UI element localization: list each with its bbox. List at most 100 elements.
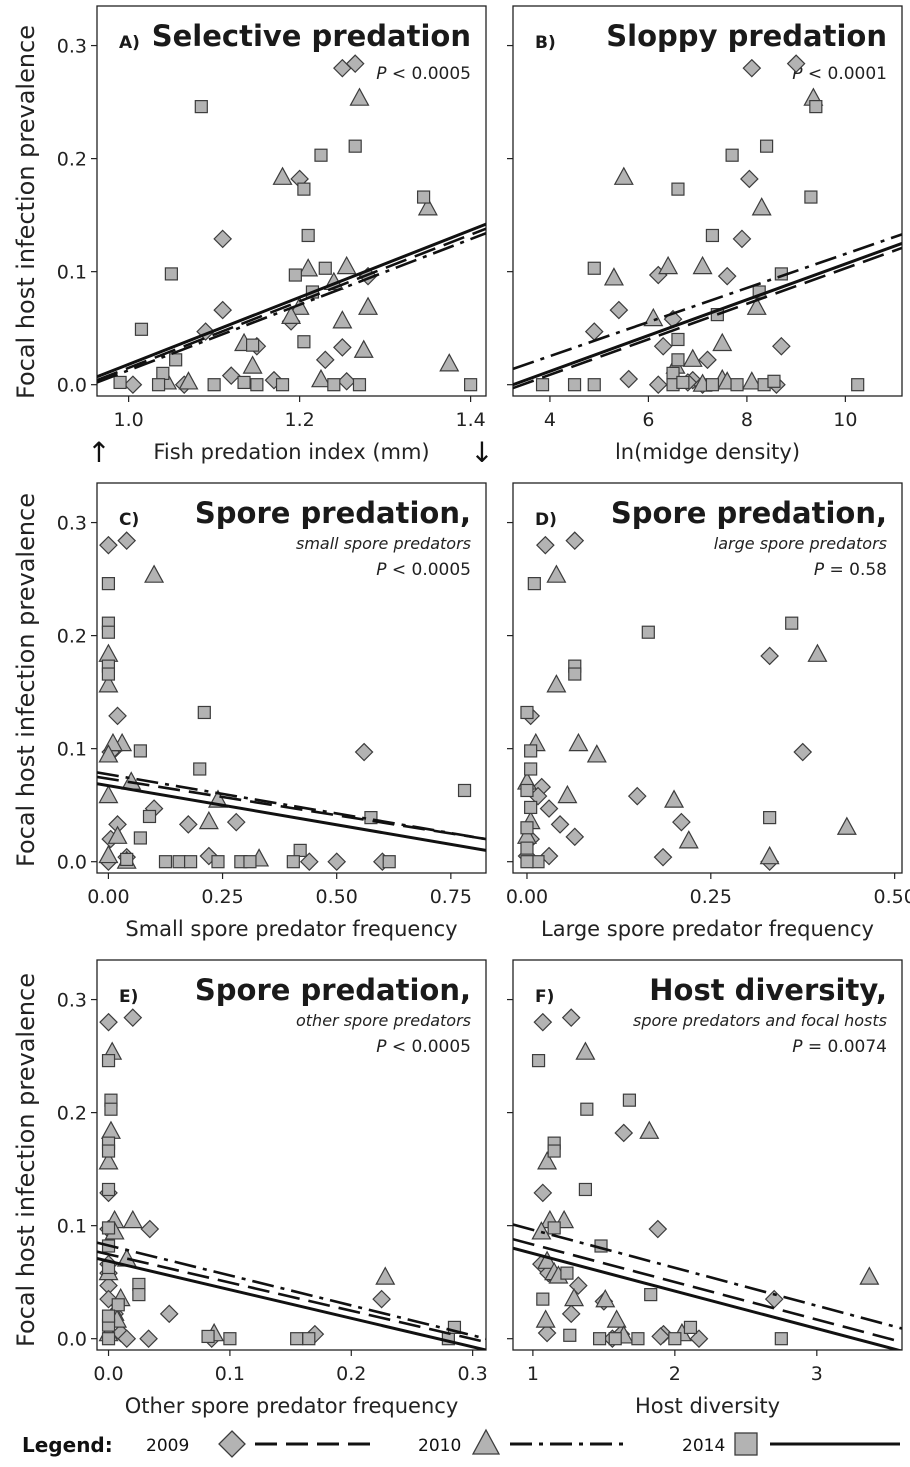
point-2014 <box>631 1332 645 1346</box>
x-tick-label: 0.00 <box>87 886 129 908</box>
trend-line-2014 <box>513 241 902 387</box>
p-value: P < 0.0005 <box>376 64 471 84</box>
panel-b: 4 6 8 10 ln(midge density) B) Sloppy predation… <box>507 5 903 464</box>
point-2010 <box>98 784 119 804</box>
point-2014 <box>568 667 582 681</box>
p-value-symbol: P <box>792 1037 803 1057</box>
point-2014 <box>101 1182 116 1197</box>
point-2014 <box>275 378 290 392</box>
trend-line-2010 <box>513 1223 902 1330</box>
point-2014 <box>113 375 127 390</box>
point-2010 <box>349 87 370 106</box>
legend: Legend: 2009 2010 2014 <box>22 1428 900 1458</box>
legend-triangle-icon <box>471 1428 501 1455</box>
point-2014 <box>536 1292 550 1306</box>
point-2009 <box>786 54 806 74</box>
trend-line-2010 <box>97 232 486 384</box>
point-2014 <box>416 190 431 204</box>
p-value-text: < 0.0005 <box>386 64 471 84</box>
point-2014 <box>237 375 251 390</box>
plot-frame <box>96 5 487 397</box>
p-value-text: = 0.0074 <box>802 1037 887 1057</box>
point-2010 <box>759 845 780 865</box>
point-2010 <box>281 305 302 324</box>
point-2009 <box>213 300 233 320</box>
point-2009 <box>689 1329 709 1349</box>
trend-line-2010 <box>513 233 902 371</box>
point-2014 <box>524 744 538 758</box>
point-2014 <box>705 378 720 392</box>
point-2014 <box>531 855 545 869</box>
trend-line-2009 <box>97 227 486 382</box>
point-2010 <box>242 355 263 374</box>
panel-letter: D) <box>535 510 557 530</box>
trend-line-2014 <box>97 782 486 852</box>
point-2009 <box>123 1008 143 1028</box>
y-tick-label: 0.0 <box>57 375 87 397</box>
point-2014 <box>464 378 478 392</box>
point-2010 <box>741 371 762 390</box>
x-tick-label: 1 <box>527 1363 539 1385</box>
point-2014 <box>246 338 260 352</box>
point-2014 <box>520 855 534 869</box>
panel-title: Spore predation, <box>195 973 471 1007</box>
point-2014 <box>348 139 362 153</box>
point-2014 <box>318 261 332 275</box>
trend-line-2009 <box>97 1250 486 1344</box>
p-value: P = 0.58 <box>814 560 887 580</box>
x-axis-label: Fish predation index (mm) <box>153 440 429 464</box>
p-value-text: < 0.0005 <box>386 560 471 580</box>
point-2009 <box>117 531 137 551</box>
y-tick-label: 0.3 <box>57 990 87 1012</box>
point-2009 <box>648 1219 668 1239</box>
panel-title: Spore predation, <box>611 496 887 530</box>
point-2014 <box>297 182 311 196</box>
point-2010 <box>417 197 438 216</box>
p-value: P < 0.0005 <box>376 1037 471 1057</box>
y-axis-label: Focal host infection prevalence <box>12 973 40 1347</box>
panel-f: 1 2 3 Host diversity F) Host diversity, spore … <box>507 959 903 1418</box>
y-tick-label: 0.1 <box>57 262 87 284</box>
x-tick-label: 4 <box>544 409 556 431</box>
point-2014 <box>327 378 341 392</box>
point-2010 <box>613 166 634 185</box>
plot-area <box>513 54 902 395</box>
point-2009 <box>315 350 335 370</box>
point-2009 <box>354 742 374 762</box>
point-2009 <box>139 1329 158 1349</box>
point-2010 <box>98 844 119 864</box>
point-2010 <box>531 1221 552 1240</box>
point-2014 <box>705 228 720 243</box>
point-2010 <box>178 371 199 390</box>
point-2014 <box>587 378 601 392</box>
point-2009 <box>99 535 118 555</box>
point-2010 <box>557 784 578 804</box>
panel-d: 0.00 0.25 0.50 Large spore predator frequen… <box>506 482 910 941</box>
point-2014 <box>593 1332 607 1346</box>
plot-frame <box>512 959 903 1351</box>
x-tick-label: 1.2 <box>285 409 315 431</box>
plot-area <box>513 1008 902 1350</box>
x-tick-label: 0.25 <box>201 886 243 908</box>
point-2010 <box>678 830 699 849</box>
point-2010 <box>807 643 828 662</box>
legend-year-2009: 2009 <box>146 1436 189 1456</box>
x-axis-label: Large spore predator frequency <box>541 917 874 941</box>
point-2014 <box>172 855 186 869</box>
point-2014 <box>535 378 550 392</box>
point-2014 <box>158 855 173 869</box>
point-2009 <box>672 812 691 832</box>
point-2010 <box>575 1041 596 1060</box>
point-2014 <box>101 625 116 639</box>
point-2009 <box>740 169 759 189</box>
point-2014 <box>527 577 541 591</box>
point-2009 <box>178 815 198 834</box>
point-2010 <box>639 1120 660 1139</box>
point-2014 <box>101 1144 116 1158</box>
point-2014 <box>725 148 739 162</box>
p-value: P < 0.0001 <box>792 64 887 84</box>
point-2014 <box>644 1288 658 1302</box>
point-2009 <box>561 1304 581 1324</box>
point-2014 <box>767 374 781 388</box>
point-2010 <box>100 1120 121 1139</box>
